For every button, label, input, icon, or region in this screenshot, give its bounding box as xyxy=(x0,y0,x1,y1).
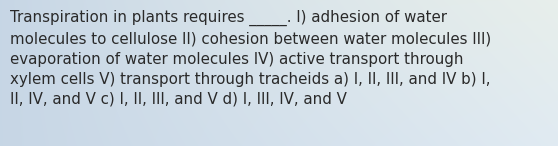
Text: Transpiration in plants requires _____. I) adhesion of water
molecules to cellul: Transpiration in plants requires _____. … xyxy=(10,10,491,107)
